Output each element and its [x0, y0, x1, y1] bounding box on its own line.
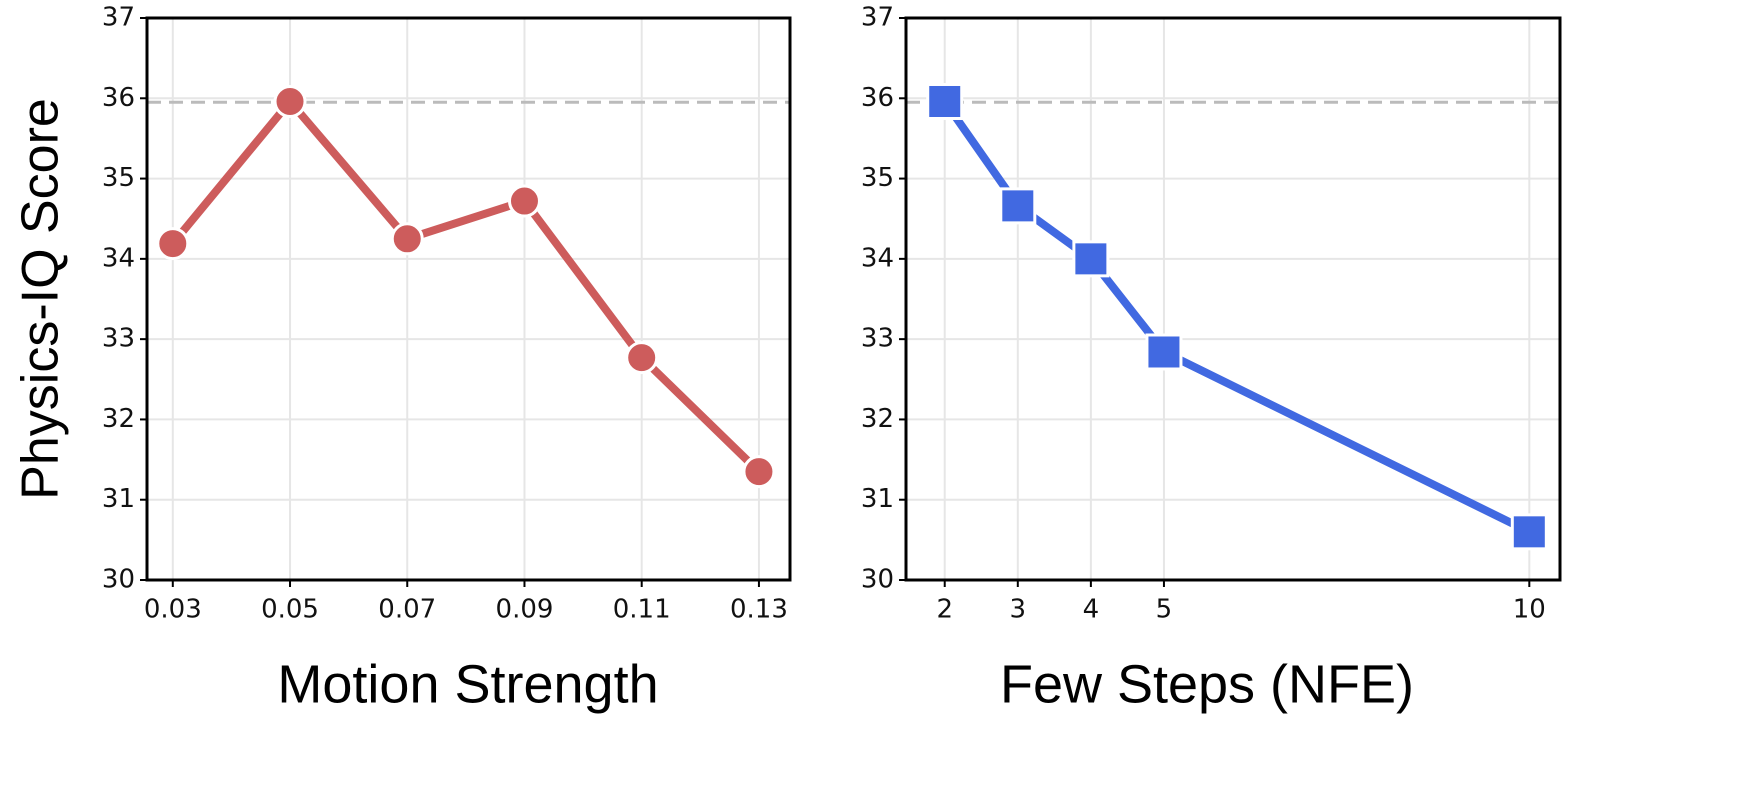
y-tick-label: 35	[102, 163, 135, 193]
y-tick-label: 35	[861, 163, 894, 193]
x-tick-label: 0.09	[496, 595, 554, 625]
y-axis-label: Physics-IQ Score	[12, 98, 70, 500]
x-tick-label: 0.03	[144, 595, 202, 625]
y-tick-label: 30	[861, 565, 894, 595]
y-tick-label: 36	[861, 83, 894, 113]
x-tick-label: 0.07	[378, 595, 436, 625]
x-tick-label: 2	[936, 595, 953, 625]
y-tick-label: 34	[861, 243, 894, 273]
y-tick-label: 36	[102, 83, 135, 113]
y-tick-label: 37	[861, 3, 894, 33]
data-point	[742, 455, 776, 489]
x-tick-label: 0.11	[613, 595, 671, 625]
data-point	[625, 341, 659, 375]
x-tick-label: 3	[1010, 595, 1027, 625]
axes-frame	[904, 16, 1562, 582]
axes-frame	[145, 16, 792, 582]
subplot-1: 30 31 32 33 34 35 36 37 0.03 0.05 0.07 0.09 0.11 0.13	[102, 3, 792, 625]
x-axis-label-motion-strength: Motion Strength	[277, 654, 658, 714]
data-point	[507, 184, 541, 218]
x-tick-label: 0.13	[730, 595, 788, 625]
y-tick-label: 34	[102, 243, 135, 273]
series-line	[941, 99, 1532, 536]
x-tick-label: 5	[1156, 595, 1173, 625]
series-line	[169, 97, 762, 475]
x-tick-label: 4	[1083, 595, 1100, 625]
y-tick-label: 37	[102, 3, 135, 33]
data-point	[999, 187, 1037, 225]
data-point	[156, 227, 190, 261]
y-tick-label: 33	[102, 324, 135, 354]
data-point	[926, 82, 964, 120]
data-point	[390, 222, 424, 256]
y-tick-label: 32	[861, 404, 894, 434]
data-point	[1145, 333, 1183, 371]
data-point	[1510, 513, 1548, 551]
y-tick-label: 30	[102, 565, 135, 595]
x-tick-label: 0.05	[261, 595, 319, 625]
y-tick-label: 32	[102, 404, 135, 434]
x-tick-label: 10	[1513, 595, 1546, 625]
y-tick-label: 33	[861, 324, 894, 354]
data-point	[1072, 240, 1110, 278]
data-point	[273, 84, 307, 118]
x-axis-label-few-steps: Few Steps (NFE)	[1000, 654, 1414, 714]
y-tick-label: 31	[102, 484, 135, 514]
y-tick-label: 31	[861, 484, 894, 514]
